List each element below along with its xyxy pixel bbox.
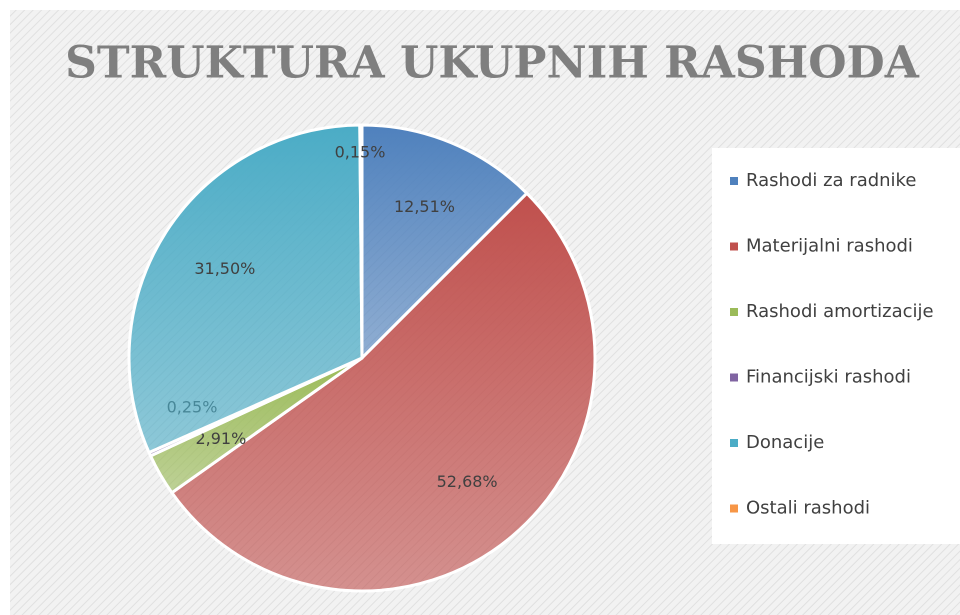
data-label: 0,15% [335, 143, 386, 162]
data-label: 12,51% [394, 197, 455, 216]
legend-label: Ostali rashodi [746, 498, 870, 519]
legend-marker [730, 308, 738, 316]
legend-marker [730, 242, 738, 251]
legend-label: Rashodi za radnike [746, 170, 916, 191]
pie-slice [360, 123, 529, 362]
pie-slice [358, 123, 364, 359]
legend-label: Materijalni rashodi [746, 236, 913, 257]
legend-marker [730, 177, 738, 185]
legend-label: Rashodi amortizacije [746, 301, 934, 322]
data-label: 2,91% [195, 429, 246, 448]
data-label: 31,50% [194, 259, 255, 278]
pie-slice [127, 123, 364, 455]
chart-title: STRUKTURA UKUPNIH RASHODA [65, 38, 920, 89]
legend-label: Donacije [746, 432, 824, 453]
pie-slice [169, 191, 597, 593]
data-label: 52,68% [437, 472, 498, 491]
legend-marker [730, 373, 738, 382]
legend-marker [730, 439, 738, 447]
legend-marker [730, 504, 738, 513]
legend-box [712, 148, 960, 544]
legend-label: Financijski rashodi [746, 367, 911, 388]
